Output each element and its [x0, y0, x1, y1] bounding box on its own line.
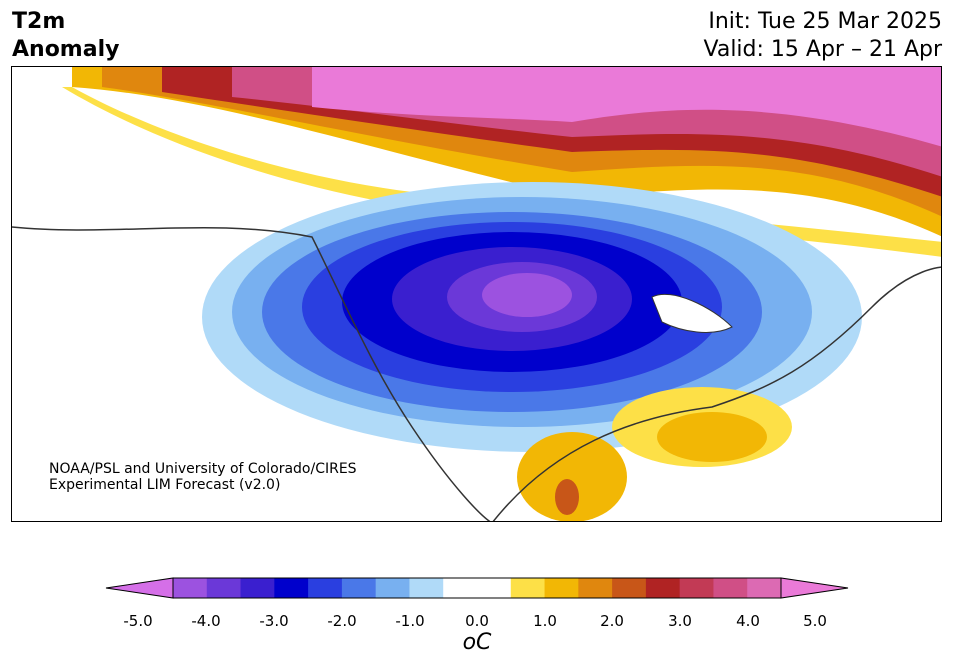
great-lakes [651, 293, 733, 333]
tick-label: 0.0 [465, 612, 489, 630]
colorbar-segment [612, 578, 647, 598]
tick-label: 3.0 [668, 612, 692, 630]
tick-label: -5.0 [123, 612, 153, 630]
tick-label: 4.0 [736, 612, 760, 630]
colorbar-segment [679, 578, 714, 598]
colorbar-segment [409, 578, 444, 598]
colorbar-segment [747, 578, 782, 598]
forecast-dates: Init: Tue 25 Mar 2025 Valid: 15 Apr – 21… [704, 8, 943, 64]
colorbar-segment [206, 578, 242, 598]
yellow-fringe [62, 87, 941, 257]
tick-label: -4.0 [191, 612, 221, 630]
variable-type: Anomaly [12, 37, 120, 62]
colorbar-segment [308, 578, 343, 598]
init-date: Init: Tue 25 Mar 2025 [708, 9, 942, 34]
colorbar-low-extend [105, 577, 174, 599]
valid-range: Valid: 15 Apr – 21 Apr [703, 37, 943, 62]
tick-label: 1.0 [533, 612, 557, 630]
colorbar-segment [510, 578, 546, 598]
map-title: T2m Anomaly [12, 8, 119, 64]
warm-mexico [517, 432, 627, 521]
colorbar-segment [713, 578, 748, 598]
colorbar-frame [172, 577, 782, 599]
tick-label: 5.0 [803, 612, 827, 630]
colorbar [105, 577, 849, 599]
colorbar-segments [173, 578, 782, 598]
colorbar-segment [274, 578, 309, 598]
warm-mexico-core [555, 479, 579, 515]
anomaly-map [11, 66, 942, 522]
colorbar-segment [578, 578, 613, 598]
warm-band-peak [312, 67, 941, 147]
units-label: oC [462, 630, 492, 655]
colorbar-segment [477, 578, 512, 598]
variable-name: T2m [12, 9, 66, 34]
map-canvas [12, 67, 941, 521]
credit-line-1: NOAA/PSL and University of Colorado/CIRE… [49, 461, 357, 477]
map-credit: NOAA/PSL and University of Colorado/CIRE… [49, 461, 357, 493]
colorbar-segment [645, 578, 681, 598]
colorbar-segment [173, 578, 208, 598]
colorbar-segment [375, 578, 410, 598]
colorbar-segment [240, 578, 275, 598]
tick-label: -2.0 [327, 612, 357, 630]
coastline [12, 226, 941, 521]
colorbar-segment [544, 578, 579, 598]
credit-line-2: Experimental LIM Forecast (v2.0) [49, 477, 281, 493]
tick-label: -3.0 [259, 612, 289, 630]
tick-label: -1.0 [395, 612, 425, 630]
tick-label: 2.0 [600, 612, 624, 630]
colorbar-segment [443, 578, 478, 598]
cold-anomaly-core [482, 273, 572, 317]
colorbar-segment [341, 578, 377, 598]
warm-southeast-inner [657, 412, 767, 462]
colorbar-high-extend [780, 577, 849, 599]
